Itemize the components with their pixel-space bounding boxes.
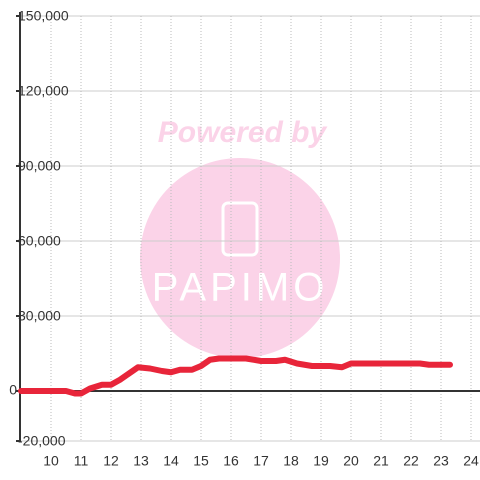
x-tick-label: 15 <box>193 453 209 469</box>
y-tick-label: 60,000 <box>18 233 61 249</box>
y-tick-label: 0 <box>9 382 17 398</box>
y-tick-label: 30,000 <box>18 308 61 324</box>
y-tick-label: 150,000 <box>18 8 69 24</box>
line <box>18 355 453 397</box>
x-tick-label: 16 <box>223 453 239 469</box>
watermark-circle <box>140 158 340 358</box>
x-tick-label: 14 <box>163 453 179 469</box>
x-tick-label: 11 <box>74 453 89 469</box>
watermark: Powered by PAPIMO <box>140 116 340 358</box>
x-tick-label: 23 <box>433 453 449 469</box>
x-tick-label: 12 <box>103 453 119 469</box>
watermark-logo: PAPIMO <box>152 266 329 310</box>
x-tick-label: 19 <box>313 453 329 469</box>
x-tick-label: 21 <box>373 453 389 469</box>
y-tick-label: 90,000 <box>18 158 61 174</box>
x-tick-label: 13 <box>133 453 149 469</box>
y-tick-label: 120,000 <box>18 83 69 99</box>
x-tick-label: 10 <box>43 453 59 469</box>
x-tick-label: 18 <box>283 453 299 469</box>
x-tick-label: 22 <box>403 453 419 469</box>
x-tick-label: 24 <box>463 453 479 469</box>
x-tick-label: 17 <box>253 453 269 469</box>
watermark-text: Powered by <box>158 116 328 149</box>
y-tick-label: -20,000 <box>18 433 66 449</box>
watermark-phone <box>221 201 259 257</box>
x-tick-label: 20 <box>343 453 359 469</box>
